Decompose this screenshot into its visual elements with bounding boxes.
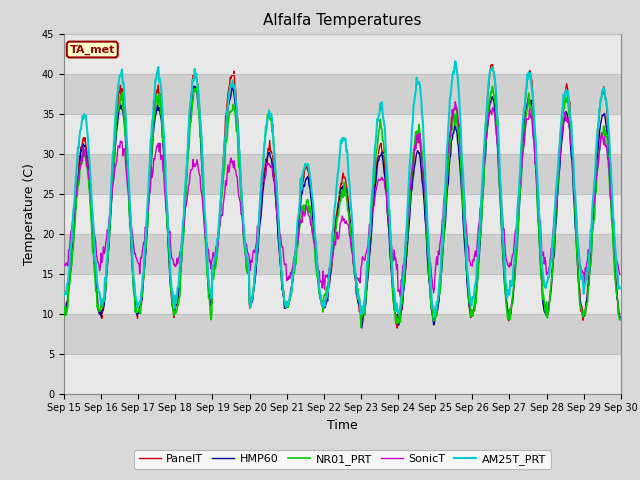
- AM25T_PRT: [213, 236, 221, 242]
- HMP60: [184, 154, 191, 160]
- NR01_PRT: [410, 144, 418, 150]
- Bar: [64, 114, 621, 154]
- AM25T_PRT: [451, 59, 459, 64]
- SonicT: [184, 191, 191, 196]
- SonicT: [451, 99, 459, 105]
- SonicT: [127, 222, 135, 228]
- HMP60: [616, 315, 624, 321]
- PanelT: [394, 325, 401, 331]
- SonicT: [70, 203, 78, 209]
- Text: TA_met: TA_met: [70, 44, 115, 55]
- AM25T_PRT: [127, 231, 135, 237]
- SonicT: [616, 272, 624, 277]
- Y-axis label: Temperature (C): Temperature (C): [23, 163, 36, 264]
- PanelT: [60, 309, 68, 315]
- NR01_PRT: [357, 324, 365, 330]
- HMP60: [358, 325, 365, 331]
- HMP60: [60, 310, 68, 316]
- SonicT: [427, 260, 435, 266]
- Bar: [64, 274, 621, 313]
- HMP60: [214, 240, 221, 245]
- NR01_PRT: [127, 238, 135, 244]
- NR01_PRT: [488, 84, 496, 89]
- AM25T_PRT: [60, 293, 68, 299]
- Line: AM25T_PRT: AM25T_PRT: [64, 61, 620, 317]
- AM25T_PRT: [431, 314, 438, 320]
- HMP60: [412, 161, 419, 167]
- Line: HMP60: HMP60: [64, 86, 620, 328]
- Legend: PanelT, HMP60, NR01_PRT, SonicT, AM25T_PRT: PanelT, HMP60, NR01_PRT, SonicT, AM25T_P…: [134, 450, 550, 469]
- Bar: [64, 73, 621, 114]
- Bar: [64, 193, 621, 234]
- AM25T_PRT: [184, 145, 191, 151]
- HMP60: [70, 228, 78, 234]
- PanelT: [184, 147, 191, 153]
- PanelT: [127, 240, 135, 245]
- Bar: [64, 234, 621, 274]
- PanelT: [70, 228, 78, 234]
- PanelT: [427, 289, 435, 295]
- NR01_PRT: [70, 228, 78, 233]
- PanelT: [213, 245, 221, 251]
- SonicT: [410, 149, 418, 155]
- Line: NR01_PRT: NR01_PRT: [64, 86, 620, 327]
- Bar: [64, 354, 621, 394]
- NR01_PRT: [616, 317, 624, 323]
- Bar: [64, 154, 621, 193]
- HMP60: [190, 83, 198, 89]
- NR01_PRT: [213, 252, 221, 258]
- SonicT: [397, 294, 404, 300]
- PanelT: [488, 61, 496, 67]
- HMP60: [127, 247, 135, 253]
- AM25T_PRT: [426, 262, 434, 267]
- Title: Alfalfa Temperatures: Alfalfa Temperatures: [263, 13, 422, 28]
- HMP60: [428, 306, 435, 312]
- Line: PanelT: PanelT: [64, 64, 620, 328]
- NR01_PRT: [60, 314, 68, 320]
- AM25T_PRT: [410, 102, 417, 108]
- NR01_PRT: [427, 295, 435, 300]
- NR01_PRT: [184, 156, 191, 162]
- AM25T_PRT: [70, 204, 78, 209]
- Line: SonicT: SonicT: [64, 102, 620, 297]
- SonicT: [60, 263, 68, 268]
- SonicT: [213, 249, 221, 255]
- Bar: [64, 34, 621, 73]
- PanelT: [410, 149, 418, 155]
- X-axis label: Time: Time: [327, 419, 358, 432]
- Bar: [64, 313, 621, 354]
- AM25T_PRT: [616, 286, 624, 291]
- PanelT: [616, 311, 624, 317]
